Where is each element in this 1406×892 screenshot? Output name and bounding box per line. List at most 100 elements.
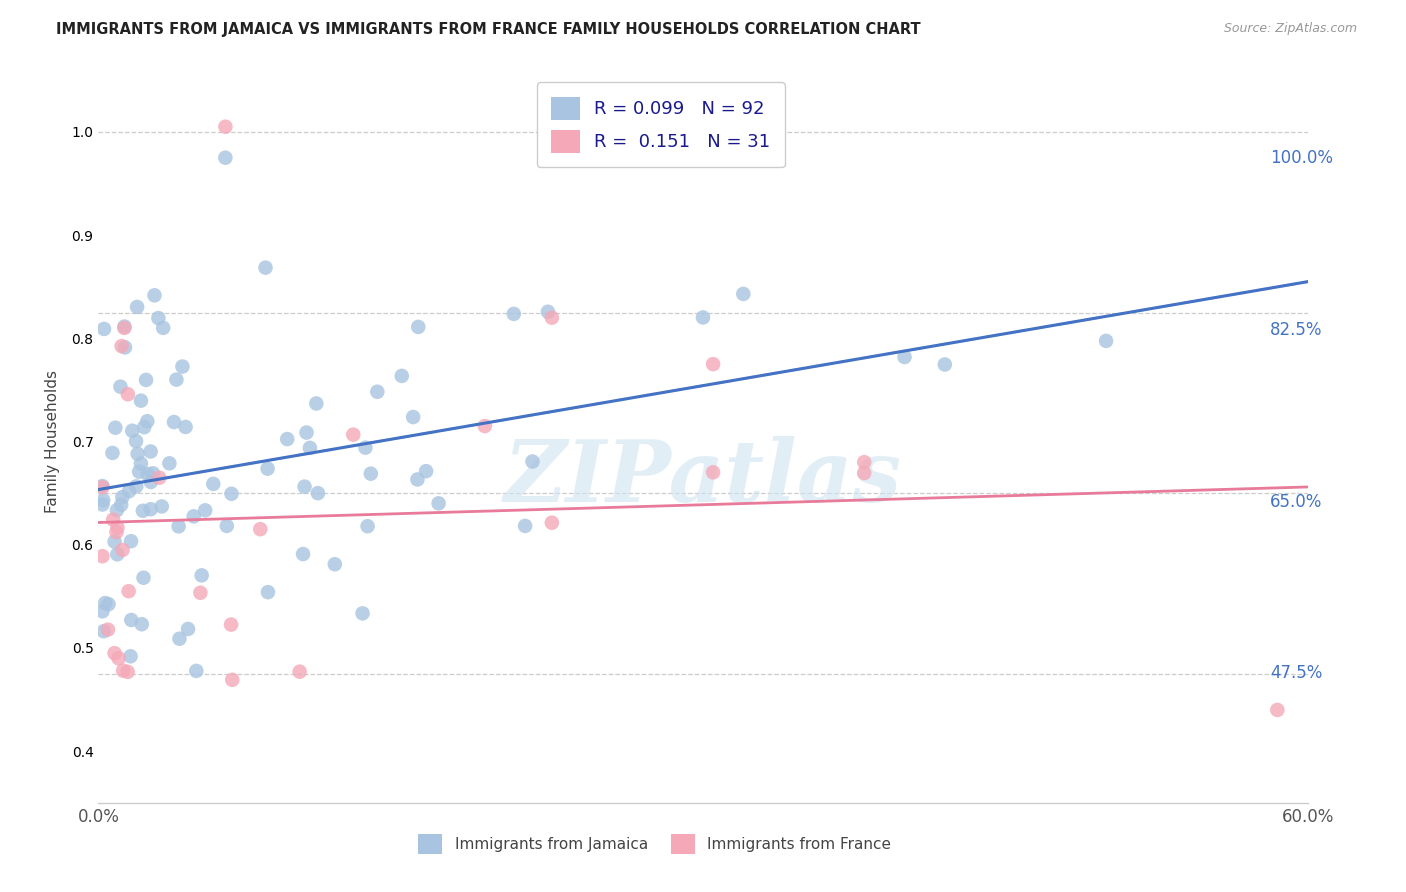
Point — [173, 622, 195, 636]
Point — [335, 441, 357, 455]
Text: ZIPatlas: ZIPatlas — [522, 443, 920, 526]
Point — [173, 598, 195, 612]
Point — [538, 322, 561, 336]
Point — [211, 453, 233, 467]
Point — [204, 617, 226, 632]
Point — [555, 462, 578, 476]
Point — [177, 454, 200, 468]
Point — [169, 500, 191, 514]
Point — [195, 433, 218, 447]
Point — [205, 573, 228, 587]
Point — [179, 539, 201, 553]
Point — [350, 486, 373, 500]
Point — [256, 587, 278, 601]
Point — [311, 526, 333, 541]
Point — [284, 493, 307, 508]
Point — [228, 464, 250, 478]
Point — [238, 631, 260, 645]
Point — [202, 464, 225, 478]
Point — [169, 605, 191, 619]
Point — [235, 384, 257, 399]
Point — [188, 354, 211, 368]
Point — [284, 617, 307, 632]
Point — [187, 661, 209, 675]
Point — [191, 399, 214, 413]
Point — [408, 524, 430, 538]
Point — [236, 524, 259, 538]
Point — [460, 472, 482, 486]
Point — [745, 303, 768, 318]
Text: IMMIGRANTS FROM JAMAICA VS IMMIGRANTS FROM FRANCE FAMILY HOUSEHOLDS CORRELATION : IMMIGRANTS FROM JAMAICA VS IMMIGRANTS FR… — [56, 22, 921, 37]
Point — [280, 524, 302, 538]
Point — [471, 502, 494, 516]
Point — [200, 455, 222, 469]
Point — [928, 370, 950, 384]
Point — [186, 546, 209, 561]
Point — [718, 473, 741, 487]
Point — [180, 430, 202, 444]
Point — [169, 485, 191, 500]
Point — [215, 304, 238, 318]
Point — [205, 430, 228, 444]
Point — [315, 278, 337, 293]
Point — [181, 525, 204, 540]
Point — [188, 334, 211, 348]
Point — [363, 492, 385, 507]
Point — [269, 483, 291, 498]
Point — [200, 316, 222, 330]
Point — [548, 524, 571, 538]
Point — [232, 425, 254, 439]
Point — [453, 334, 475, 349]
Point — [394, 437, 416, 451]
Point — [208, 475, 231, 489]
Point — [253, 661, 276, 675]
Point — [250, 515, 273, 529]
Point — [569, 320, 592, 334]
Point — [181, 550, 204, 565]
Point — [183, 649, 205, 664]
Point — [278, 145, 301, 159]
Point — [222, 335, 245, 350]
Point — [243, 429, 266, 443]
Point — [194, 648, 217, 662]
Point — [402, 607, 425, 621]
Point — [574, 326, 596, 340]
Point — [191, 585, 214, 599]
Point — [169, 487, 191, 501]
Point — [405, 449, 427, 463]
Point — [318, 586, 340, 600]
Point — [214, 474, 236, 488]
Point — [260, 508, 283, 523]
Point — [212, 508, 235, 522]
Point — [356, 450, 378, 464]
Point — [1073, 348, 1095, 362]
Point — [346, 662, 368, 676]
Point — [170, 336, 193, 351]
Point — [169, 503, 191, 517]
Point — [202, 404, 225, 418]
Y-axis label: Family Households: Family Households — [45, 379, 60, 522]
Point — [194, 613, 217, 627]
Point — [191, 662, 214, 676]
Point — [186, 496, 208, 510]
Point — [179, 644, 201, 658]
Point — [513, 428, 536, 442]
Point — [710, 326, 733, 340]
Point — [194, 538, 217, 552]
Point — [378, 560, 401, 574]
Point — [855, 474, 877, 488]
Point — [193, 491, 215, 505]
Point — [219, 478, 242, 492]
Point — [205, 509, 228, 524]
Point — [718, 369, 741, 384]
Point — [574, 520, 596, 534]
Point — [855, 463, 877, 477]
Point — [169, 552, 191, 566]
Point — [177, 517, 200, 532]
Point — [198, 486, 221, 500]
Point — [186, 352, 208, 367]
Point — [278, 173, 301, 188]
Point — [451, 479, 474, 493]
Point — [186, 503, 208, 517]
Point — [416, 396, 439, 410]
